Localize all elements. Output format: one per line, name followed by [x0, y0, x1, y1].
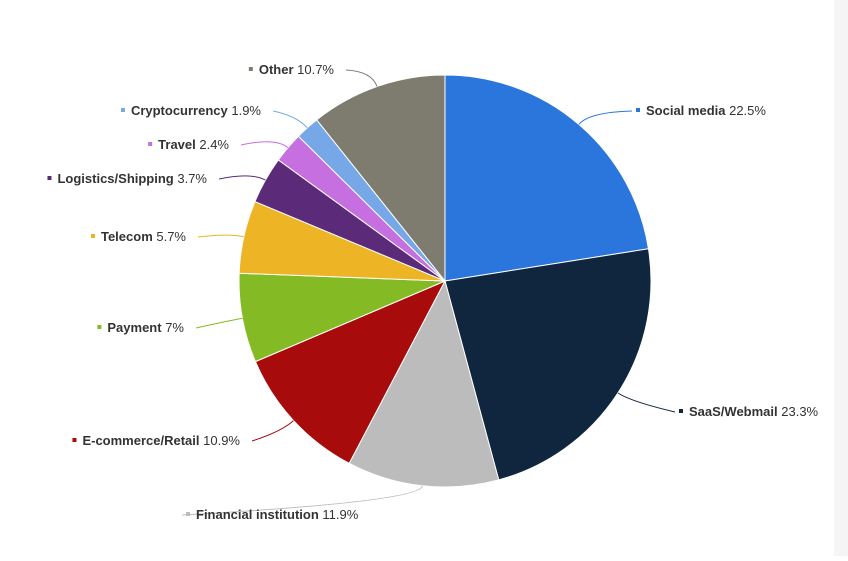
legend-bullet-other	[248, 67, 253, 71]
data-label-saas-webmail: SaaS/Webmail 23.3%	[689, 404, 819, 419]
data-label-value: 1.9%	[228, 103, 262, 118]
connector-social-media	[578, 110, 633, 125]
legend-bullet-saas-webmail	[679, 409, 683, 413]
data-label-value: 7%	[162, 320, 185, 335]
data-label-name: Logistics/Shipping	[57, 171, 173, 186]
slice-e-commerce-retail[interactable]	[254, 279, 447, 465]
data-label-other: Other 10.7%	[259, 62, 335, 77]
data-label-name: SaaS/Webmail	[689, 404, 778, 419]
data-label-telecom: Telecom 5.7%	[101, 229, 186, 244]
data-label-value: 22.5%	[725, 103, 766, 118]
data-label-name: Financial institution	[196, 507, 319, 522]
scroll-edge	[834, 0, 848, 556]
data-label-name: Telecom	[101, 229, 153, 244]
slice-other[interactable]	[316, 74, 446, 283]
labels-layer: Social media 22.5% SaaS/Webmail 23.3% Fina…	[47, 62, 819, 522]
connector-saas-webmail	[617, 392, 676, 413]
slice-saas-webmail[interactable]	[444, 248, 652, 481]
data-label-value: 2.4%	[196, 137, 230, 152]
connector-telecom	[197, 234, 244, 238]
data-label-social-media: Social media 22.5%	[646, 103, 766, 118]
data-label-name: Payment	[107, 320, 162, 335]
connector-travel	[240, 141, 289, 149]
legend-bullet-social-media	[636, 108, 640, 112]
data-label-value: 5.7%	[153, 229, 187, 244]
data-label-value: 10.7%	[294, 62, 335, 77]
legend-bullet-travel	[148, 142, 153, 146]
legend-bullet-logistics-shipping	[47, 176, 52, 180]
connector-logistics-shipping	[218, 175, 266, 181]
legend-bullet-e-commerce-retail	[72, 438, 77, 442]
data-label-name: Social media	[646, 103, 726, 118]
legend-bullet-telecom	[90, 234, 95, 238]
data-label-travel: Travel 2.4%	[158, 137, 229, 152]
data-label-name: Other	[259, 62, 294, 77]
connector-other	[345, 69, 378, 87]
slice-financial-institution[interactable]	[348, 279, 500, 488]
data-label-value: 23.3%	[778, 404, 819, 419]
data-label-name: E-commerce/Retail	[82, 433, 199, 448]
connector-cryptocurrency	[272, 110, 308, 129]
data-label-value: 3.7%	[174, 171, 208, 186]
data-label-logistics-shipping: Logistics/Shipping 3.7%	[57, 171, 207, 186]
connector-financial-institution	[181, 485, 423, 516]
slices-layer	[238, 74, 652, 488]
data-label-name: Travel	[158, 137, 196, 152]
connector-e-commerce-retail	[251, 420, 294, 442]
legend-bullet-financial-institution	[186, 512, 190, 516]
data-label-cryptocurrency: Cryptocurrency 1.9%	[131, 103, 261, 118]
data-label-value: 11.9%	[319, 507, 359, 522]
data-label-payment: Payment 7%	[107, 320, 184, 335]
data-label-financial-institution: Financial institution 11.9%	[196, 507, 359, 522]
data-label-e-commerce-retail: E-commerce/Retail 10.9%	[82, 433, 240, 448]
legend-bullet-payment	[97, 325, 102, 329]
connector-payment	[195, 317, 243, 329]
data-label-name: Cryptocurrency	[131, 103, 229, 118]
slice-social-media[interactable]	[444, 74, 650, 282]
legend-bullet-cryptocurrency	[120, 108, 125, 112]
data-label-value: 10.9%	[200, 433, 241, 448]
